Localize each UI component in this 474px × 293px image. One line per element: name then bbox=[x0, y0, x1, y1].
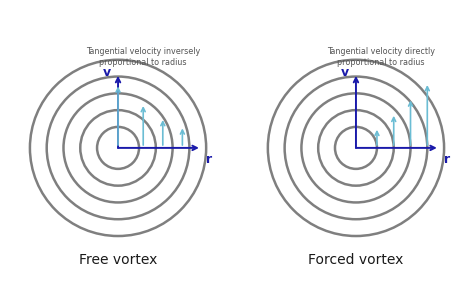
Text: Tangential velocity inversely
proportional to radius: Tangential velocity inversely proportion… bbox=[86, 47, 201, 67]
Text: v: v bbox=[103, 67, 111, 79]
Text: Free vortex: Free vortex bbox=[79, 253, 157, 267]
Text: r: r bbox=[206, 154, 212, 166]
Text: Forced vortex: Forced vortex bbox=[308, 253, 404, 267]
Text: Tangential velocity directly
proportional to radius: Tangential velocity directly proportiona… bbox=[327, 47, 435, 67]
Text: v: v bbox=[341, 67, 349, 79]
Text: r: r bbox=[444, 154, 450, 166]
